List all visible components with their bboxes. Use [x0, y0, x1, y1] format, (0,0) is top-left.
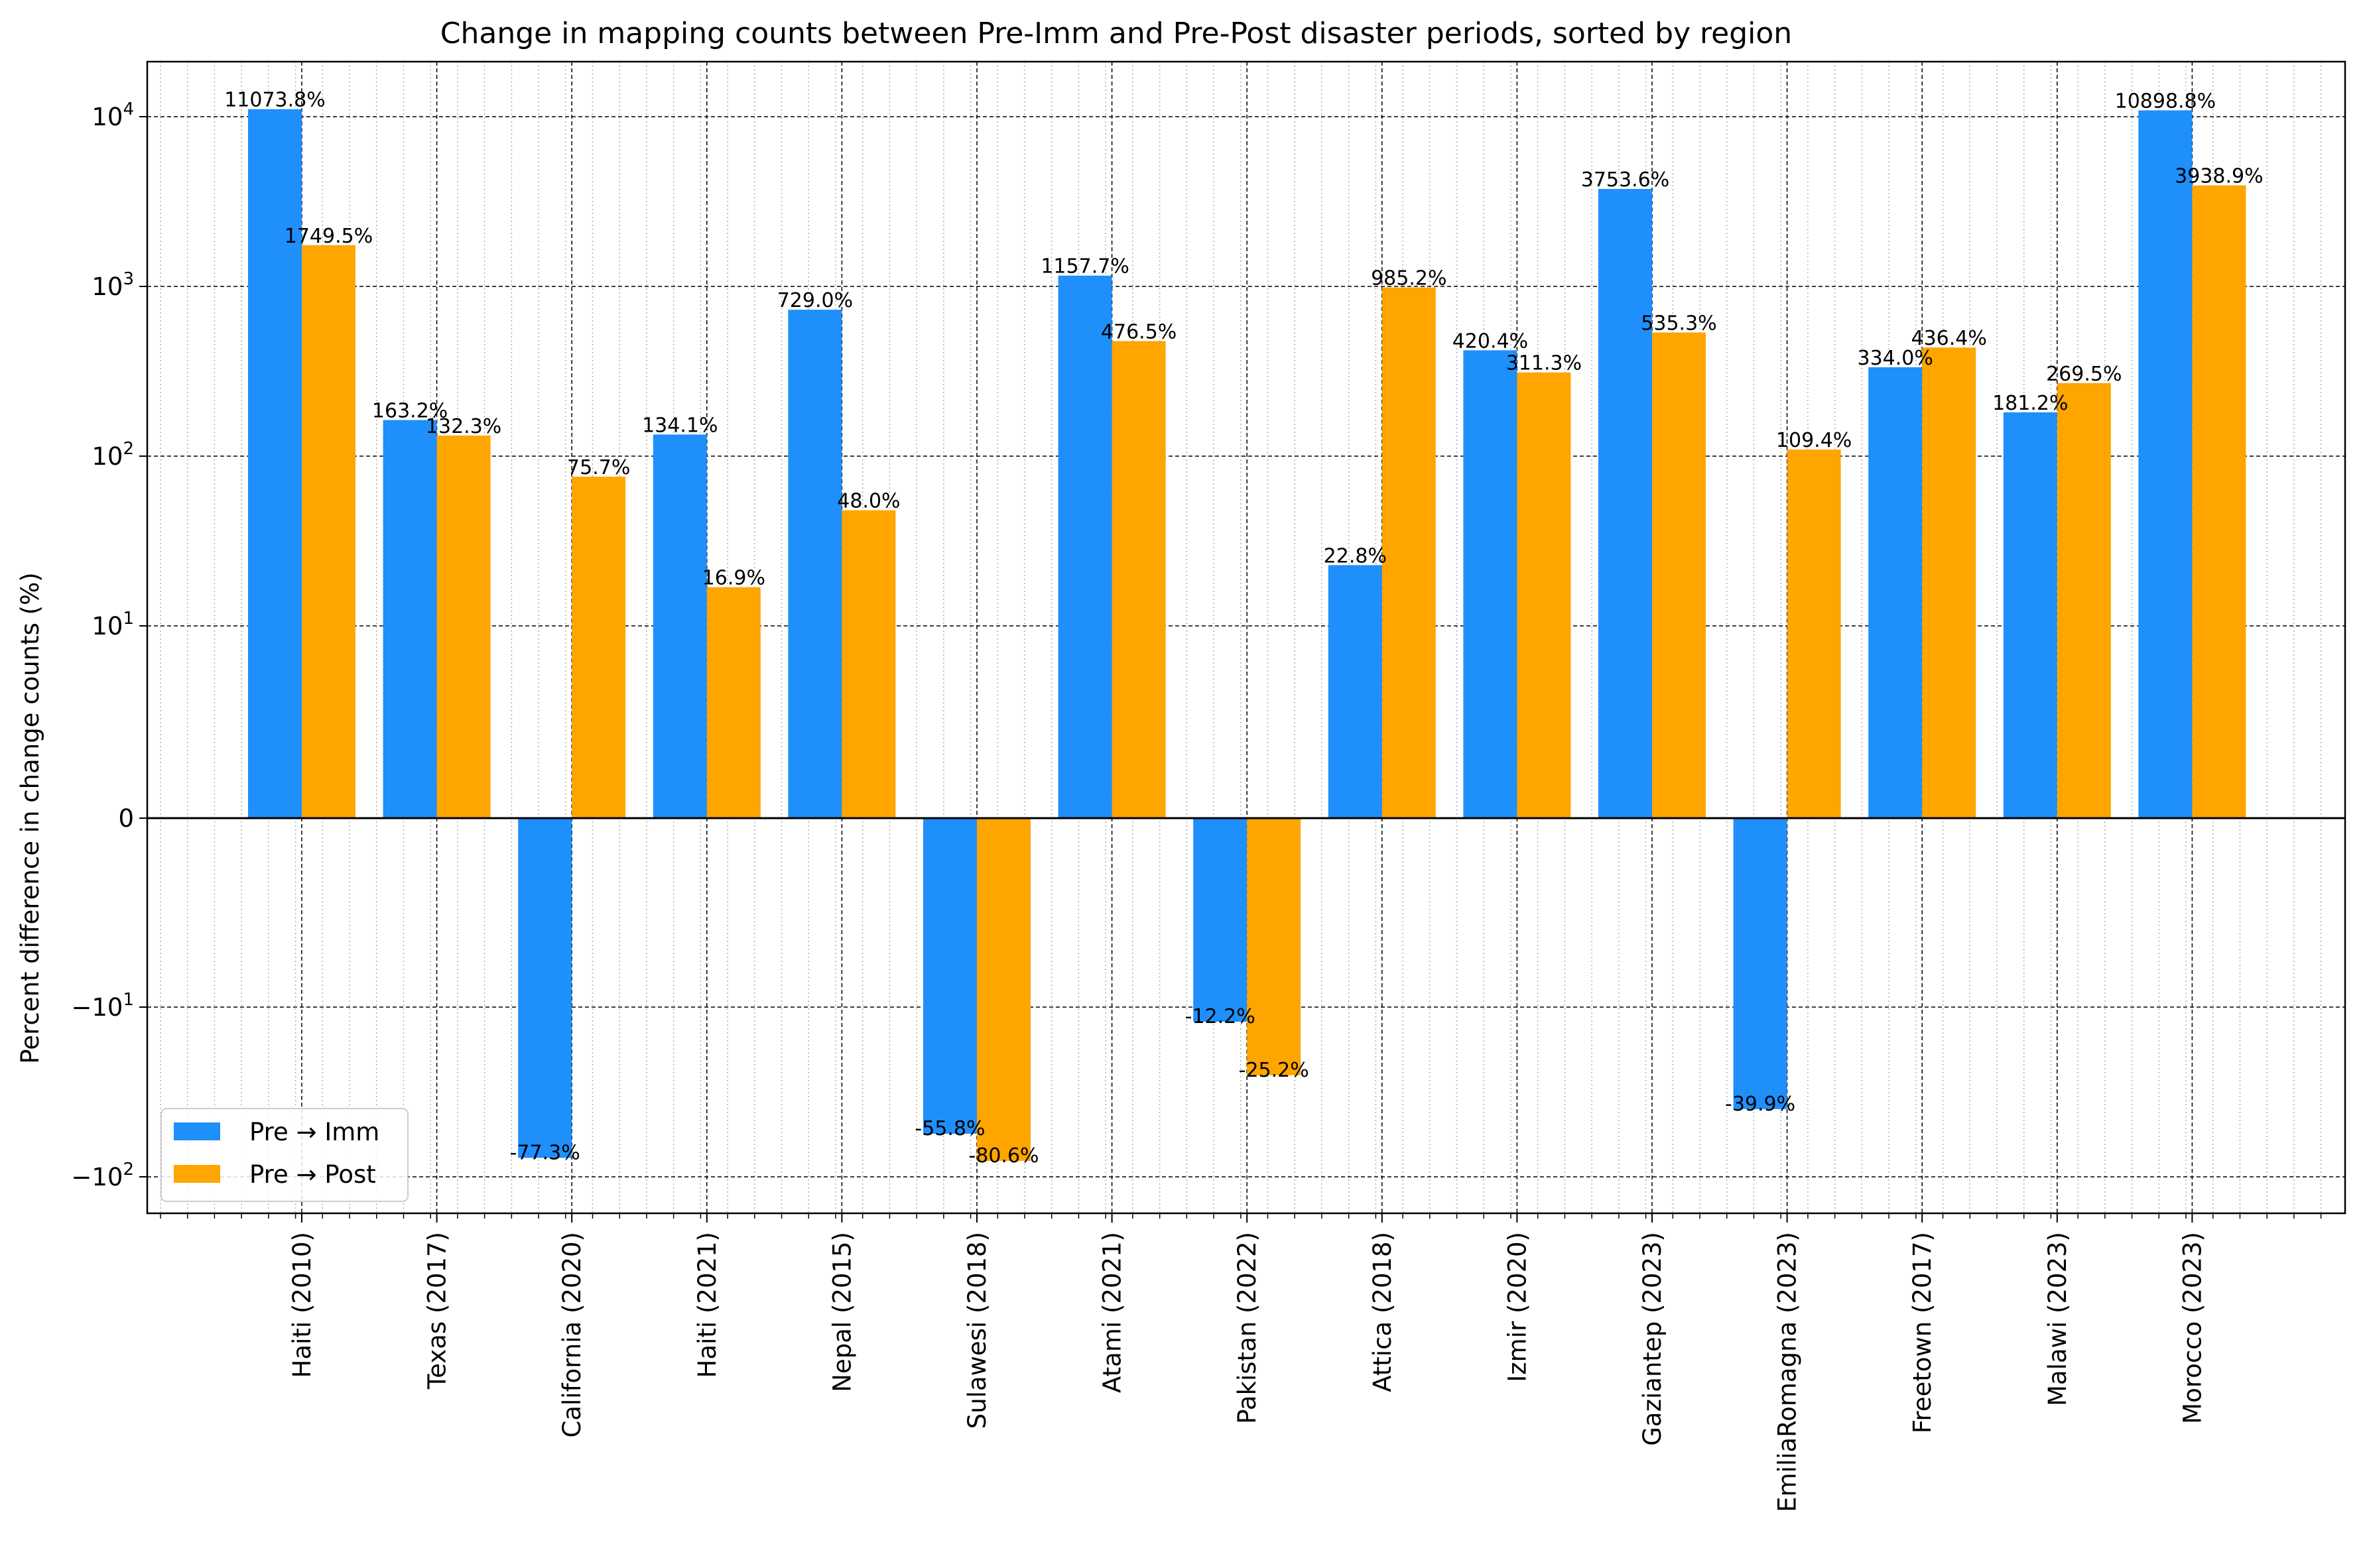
bar-pre-post	[2192, 185, 2246, 819]
data-label: -39.9%	[1725, 1093, 1795, 1116]
bar-pre-imm	[1598, 188, 1652, 819]
x-axis: Haiti (2010) Texas (2017) California (2020…	[288, 1213, 2206, 1512]
data-label: 985.2%	[1371, 267, 1446, 290]
y-tick-label: −102	[71, 1160, 134, 1191]
bar-pre-imm	[2003, 412, 2057, 818]
data-label: 3938.9%	[2175, 165, 2263, 188]
data-label: 420.4%	[1452, 330, 1528, 353]
data-label: -12.2%	[1185, 1005, 1255, 1028]
data-label: 311.3%	[1506, 352, 1582, 375]
bar-pre-post	[1922, 347, 1976, 818]
x-tick-label: Haiti (2021)	[693, 1232, 722, 1378]
x-tick-label: Texas (2017)	[423, 1232, 452, 1390]
legend-label-pre-post: Pre → Post	[249, 1160, 376, 1189]
data-label: 1157.7%	[1041, 255, 1129, 278]
y-tick-label: 104	[92, 99, 134, 131]
bar-pre-imm	[923, 818, 977, 1134]
plot-frame	[146, 60, 2346, 1215]
bar-pre-post	[1247, 818, 1301, 1075]
data-label: -77.3%	[510, 1141, 580, 1164]
y-tick-label: 102	[92, 439, 134, 471]
x-tick-label: Morocco (2023)	[2178, 1232, 2206, 1424]
data-label: -55.8%	[915, 1117, 985, 1140]
bar-pre-post	[842, 510, 896, 818]
data-label: -25.2%	[1239, 1059, 1309, 1082]
data-label: 132.3%	[426, 415, 501, 438]
bar-pre-imm	[1868, 367, 1923, 818]
data-label: 163.2%	[372, 400, 448, 423]
bar-pre-imm	[1463, 350, 1517, 818]
data-label: 134.1%	[642, 414, 718, 437]
x-tick-label: California (2020)	[558, 1232, 586, 1438]
y-axis-label: Percent difference in change counts (%)	[16, 572, 44, 1063]
x-tick-label: Malawi (2023)	[2043, 1232, 2072, 1406]
bar-pre-imm	[653, 434, 707, 818]
data-label: 48.0%	[837, 490, 900, 513]
data-label: 181.2%	[1992, 392, 2068, 415]
bar-pre-imm	[788, 310, 842, 819]
legend-label-pre-imm: Pre → Imm	[249, 1118, 379, 1146]
bar-pre-post	[1787, 450, 1841, 818]
bar-pre-post	[977, 818, 1031, 1162]
bar-pre-post	[436, 435, 491, 818]
bar-pre-post	[1112, 341, 1166, 818]
bar-pre-post	[1652, 332, 1706, 818]
x-tick-label: Nepal (2015)	[828, 1232, 856, 1392]
data-label: 11073.8%	[224, 89, 326, 112]
x-tick-label: Gaziantep (2023)	[1638, 1232, 1667, 1446]
bar-pre-post	[572, 476, 626, 818]
data-label: 16.9%	[702, 567, 765, 590]
data-label: 22.8%	[1324, 544, 1387, 568]
data-label: 3753.6%	[1581, 168, 1669, 192]
bars	[248, 109, 2246, 1162]
major-grid	[147, 62, 2345, 1213]
bar-pre-imm	[383, 420, 437, 818]
bar-pre-imm	[2138, 110, 2193, 819]
bar-pre-imm	[1193, 818, 1247, 1022]
bar-pre-imm	[1058, 275, 1112, 818]
y-tick-label: 0	[118, 804, 134, 833]
data-label: 436.4%	[1911, 327, 1987, 350]
data-label: 1749.5%	[285, 225, 373, 248]
bar-pre-post	[302, 245, 355, 818]
data-label: 729.0%	[777, 289, 853, 312]
data-label: 535.3%	[1641, 312, 1716, 335]
data-label: -80.6%	[968, 1144, 1039, 1168]
y-axis: 104 103 102 101 0 −101 −102	[71, 99, 147, 1191]
legend-swatch-pre-post	[174, 1165, 220, 1183]
y-tick-label: 101	[92, 609, 134, 640]
bar-pre-imm	[1328, 565, 1382, 818]
y-tick-label: 103	[92, 269, 134, 301]
x-tick-label: EmiliaRomagna (2023)	[1773, 1232, 1802, 1512]
data-label: 269.5%	[2046, 363, 2122, 386]
bar-pre-post	[1517, 372, 1571, 818]
x-tick-label: Sulawesi (2018)	[963, 1232, 991, 1429]
x-tick-label: Haiti (2010)	[288, 1232, 316, 1378]
bar-pre-imm	[1733, 818, 1787, 1109]
y-tick-label: −101	[71, 990, 134, 1022]
bar-pre-post	[706, 587, 761, 818]
data-label: 10898.8%	[2115, 90, 2216, 113]
chart-title: Change in mapping counts between Pre-Imm…	[440, 17, 1792, 50]
data-label: 75.7%	[567, 456, 630, 479]
x-tick-label: Pakistan (2022)	[1233, 1232, 1261, 1424]
x-tick-label: Atami (2021)	[1098, 1232, 1127, 1393]
x-tick-label: Attica (2018)	[1368, 1232, 1397, 1392]
data-label: 476.5%	[1101, 320, 1177, 343]
bar-pre-post	[1381, 287, 1436, 819]
data-labels: 11073.8% 163.2% -77.3% 134.1% 729.0% -55.8% 11…	[224, 89, 2263, 1168]
legend: Pre → Imm Pre → Post	[160, 1108, 409, 1202]
bar-pre-imm	[518, 818, 572, 1158]
x-tick-label: Freetown (2017)	[1908, 1232, 1937, 1433]
bar-pre-imm	[248, 109, 302, 819]
data-label: 334.0%	[1858, 347, 1933, 370]
data-label: 109.4%	[1776, 429, 1852, 452]
x-tick-label: Izmir (2020)	[1503, 1232, 1531, 1382]
bar-pre-post	[2057, 383, 2111, 818]
legend-swatch-pre-imm	[174, 1122, 220, 1140]
legend-box	[160, 1108, 409, 1202]
